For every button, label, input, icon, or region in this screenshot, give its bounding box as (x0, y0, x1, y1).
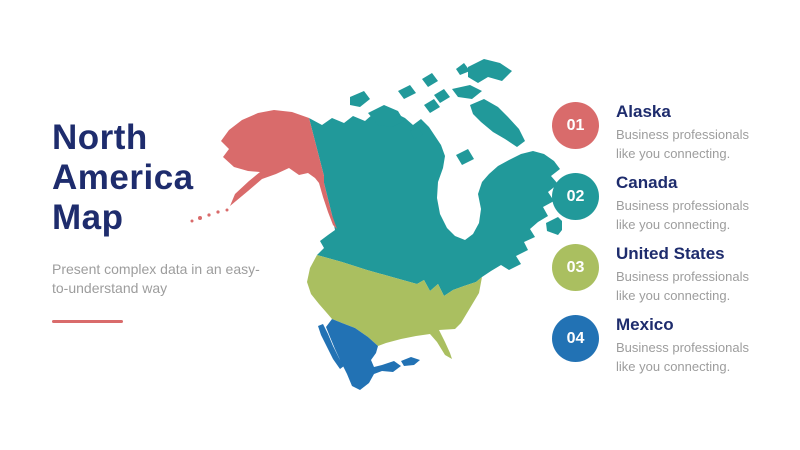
legend-number: 03 (566, 258, 585, 276)
accent-underline (52, 320, 123, 323)
legend-description-line-2: like you connecting. (616, 217, 731, 232)
legend-description-line-2: like you connecting. (616, 146, 731, 161)
map-region-united-states (307, 255, 482, 359)
page-title-line-1: North (52, 118, 148, 157)
legend-number: 01 (566, 116, 585, 134)
map-region-mexico (318, 319, 420, 390)
page-title: North America Map (52, 118, 272, 238)
legend-description: Business professionals like you connecti… (616, 125, 749, 163)
legend-label: Canada (616, 173, 678, 192)
legend-label: Alaska (616, 102, 671, 121)
page-title-line-3: Map (52, 198, 124, 237)
legend-item-alaska: 01 Alaska Business professionals like yo… (552, 102, 782, 163)
legend-item-canada: 02 Canada Business professionals like yo… (552, 173, 782, 234)
legend-description: Business professionals like you connecti… (616, 338, 749, 376)
page-title-line-2: America (52, 158, 194, 197)
legend-badge-02: 02 (552, 173, 599, 220)
legend-description-line-1: Business professionals (616, 127, 749, 142)
legend-description: Business professionals like you connecti… (616, 267, 749, 305)
map-svg (190, 59, 562, 390)
legend-text: Alaska Business professionals like you c… (616, 102, 749, 163)
legend-text: Canada Business professionals like you c… (616, 173, 749, 234)
page-subtitle: Present complex data in an easy- to-unde… (52, 260, 272, 298)
legend-label: United States (616, 244, 725, 263)
legend-description: Business professionals like you connecti… (616, 196, 749, 234)
legend-label: Mexico (616, 315, 674, 334)
legend-item-united-states: 03 United States Business professionals … (552, 244, 782, 305)
legend-description-line-1: Business professionals (616, 340, 749, 355)
page-subtitle-line-2: to-understand way (52, 280, 168, 296)
legend-item-mexico: 04 Mexico Business professionals like yo… (552, 315, 782, 376)
legend-description-line-1: Business professionals (616, 198, 749, 213)
legend-description-line-1: Business professionals (616, 269, 749, 284)
map-region-canada (309, 59, 562, 296)
legend: 01 Alaska Business professionals like yo… (552, 102, 782, 386)
legend-description-line-2: like you connecting. (616, 359, 731, 374)
legend-badge-04: 04 (552, 315, 599, 362)
intro-panel: North America Map Present complex data i… (52, 118, 272, 323)
legend-badge-03: 03 (552, 244, 599, 291)
map-region-alaska (190, 110, 337, 229)
north-america-map (172, 55, 562, 400)
legend-number: 04 (566, 329, 585, 347)
legend-description-line-2: like you connecting. (616, 288, 731, 303)
legend-text: Mexico Business professionals like you c… (616, 315, 749, 376)
legend-number: 02 (566, 187, 585, 205)
legend-badge-01: 01 (552, 102, 599, 149)
page-subtitle-line-1: Present complex data in an easy- (52, 261, 260, 277)
legend-text: United States Business professionals lik… (616, 244, 749, 305)
